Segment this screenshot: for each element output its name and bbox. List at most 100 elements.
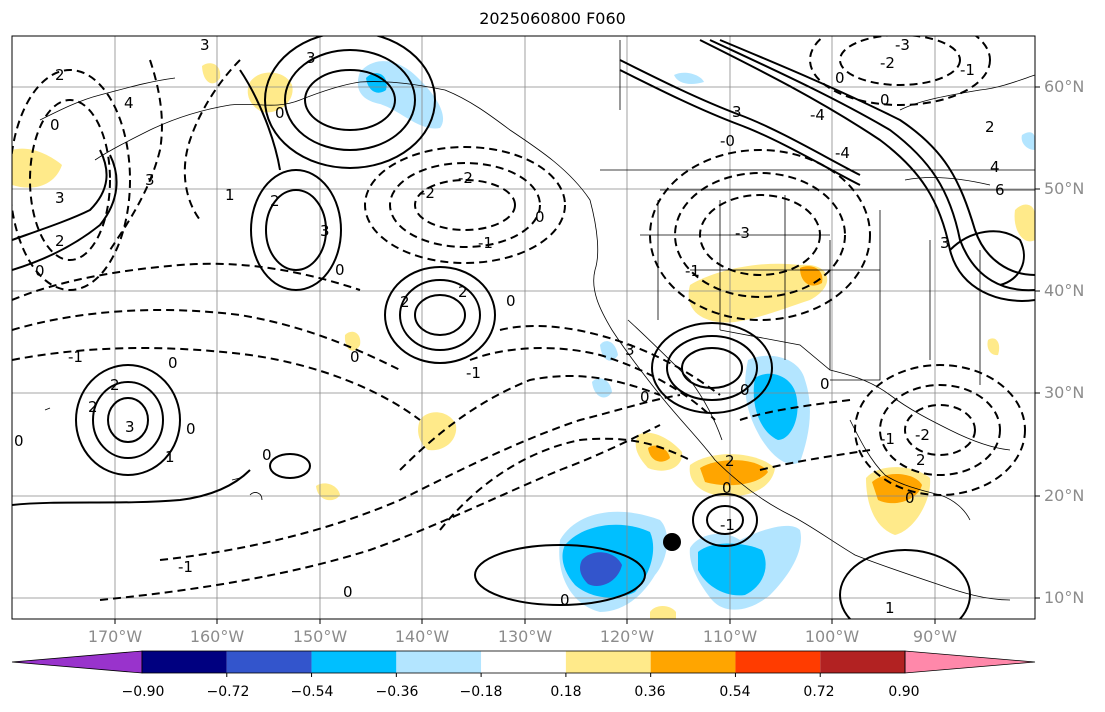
svg-text:1: 1: [165, 448, 175, 466]
lat-label-30: 30°N: [1044, 383, 1085, 402]
svg-text:0: 0: [350, 348, 360, 366]
colorbar-segment: [142, 651, 227, 673]
lon-label-140w: 140°W: [394, 627, 450, 646]
svg-text:-3: -3: [735, 224, 750, 242]
lon-ticks: [114, 619, 936, 624]
svg-text:-2: -2: [880, 54, 895, 72]
svg-text:0: 0: [722, 479, 732, 497]
colorbar-label: −0.36: [375, 684, 419, 700]
svg-text:2: 2: [725, 452, 735, 470]
lat-label-40: 40°N: [1044, 281, 1085, 300]
lon-label-100w: 100°W: [804, 627, 860, 646]
colorbar-segment: [481, 651, 566, 673]
colorbar-label: −0.18: [459, 684, 503, 700]
station-marker: [663, 533, 681, 551]
svg-text:0: 0: [275, 104, 285, 122]
svg-text:-2: -2: [915, 426, 930, 444]
svg-text:0: 0: [880, 91, 890, 109]
lon-label-170w: 170°W: [87, 627, 143, 646]
svg-text:-2: -2: [458, 169, 473, 187]
svg-text:-1: -1: [720, 516, 735, 534]
lon-label-120w: 120°W: [599, 627, 655, 646]
lat-label-60: 60°N: [1044, 77, 1085, 96]
svg-text:6: 6: [995, 181, 1005, 199]
svg-text:0: 0: [835, 69, 845, 87]
svg-text:3: 3: [732, 103, 742, 121]
svg-text:-4: -4: [835, 144, 850, 162]
svg-text:-1: -1: [478, 234, 493, 252]
svg-text:-1: -1: [960, 61, 975, 79]
colorbar-label: −0.54: [290, 684, 334, 700]
svg-text:2: 2: [270, 192, 280, 210]
map-title: 2025060800 F060: [479, 9, 626, 28]
svg-text:3: 3: [200, 36, 210, 54]
svg-text:3: 3: [940, 234, 950, 252]
svg-text:2: 2: [55, 66, 65, 84]
svg-text:1: 1: [225, 186, 235, 204]
svg-text:-3: -3: [895, 36, 910, 54]
svg-text:-1: -1: [178, 558, 193, 576]
contours-negative: [12, 36, 1026, 601]
lon-label-160w: 160°W: [189, 627, 245, 646]
graticule: [12, 36, 1035, 619]
lon-label-90w: 90°W: [912, 627, 958, 646]
svg-text:2: 2: [400, 293, 410, 311]
svg-text:2: 2: [916, 451, 926, 469]
svg-text:-1: -1: [466, 364, 481, 382]
svg-text:0: 0: [506, 292, 516, 310]
svg-text:0: 0: [335, 261, 345, 279]
lat-label-20: 20°N: [1044, 486, 1085, 505]
svg-text:3: 3: [320, 222, 330, 240]
svg-text:0: 0: [186, 420, 196, 438]
colorbar-label: −0.90: [121, 684, 165, 700]
colorbar-label: 0.18: [550, 684, 582, 700]
svg-text:0: 0: [560, 591, 570, 609]
colorbar-segment: [396, 651, 482, 673]
map-frame: [12, 36, 1035, 619]
colorbar-extend-low: [11, 650, 143, 674]
svg-text:0: 0: [168, 354, 178, 372]
colorbar-label: 0.90: [888, 684, 920, 700]
svg-text:1: 1: [885, 599, 895, 617]
svg-text:3: 3: [306, 49, 316, 67]
colorbar-segment: [311, 651, 397, 673]
svg-text:-4: -4: [810, 106, 825, 124]
colorbar-label: 0.36: [634, 684, 666, 700]
svg-text:4: 4: [124, 94, 134, 112]
svg-text:0: 0: [740, 381, 750, 399]
svg-text:0: 0: [50, 116, 60, 134]
lon-label-130w: 130°W: [497, 627, 553, 646]
svg-text:0: 0: [905, 489, 915, 507]
svg-text:2: 2: [55, 232, 65, 250]
svg-text:3: 3: [145, 171, 155, 189]
lon-label-110w: 110°W: [702, 627, 758, 646]
colorbar-border: [141, 650, 906, 674]
svg-text:0: 0: [14, 432, 24, 450]
svg-text:0: 0: [343, 583, 353, 601]
colorbar-segment: [226, 651, 312, 673]
svg-text:-1: -1: [685, 262, 700, 280]
svg-text:-0: -0: [720, 132, 735, 150]
lat-label-10: 10°N: [1044, 588, 1085, 607]
svg-text:-1: -1: [880, 430, 895, 448]
svg-text:0: 0: [535, 208, 545, 226]
coastlines: [39, 40, 1035, 601]
svg-text:2: 2: [985, 118, 995, 136]
svg-text:0: 0: [640, 388, 650, 406]
svg-text:3: 3: [55, 189, 65, 207]
svg-text:0: 0: [262, 446, 272, 464]
svg-text:2: 2: [458, 283, 468, 301]
colorbar-segment: [650, 651, 736, 673]
svg-text:0: 0: [35, 262, 45, 280]
colorbar-segment: [820, 651, 905, 673]
colorbar-label: 0.54: [719, 684, 751, 700]
svg-text:2: 2: [88, 398, 98, 416]
svg-text:2: 2: [110, 376, 120, 394]
svg-text:3: 3: [625, 341, 635, 359]
lat-ticks: [1035, 86, 1040, 599]
lat-label-50: 50°N: [1044, 179, 1085, 198]
colorbar: [11, 650, 1036, 677]
svg-text:0: 0: [820, 375, 830, 393]
lon-label-150w: 150°W: [292, 627, 348, 646]
